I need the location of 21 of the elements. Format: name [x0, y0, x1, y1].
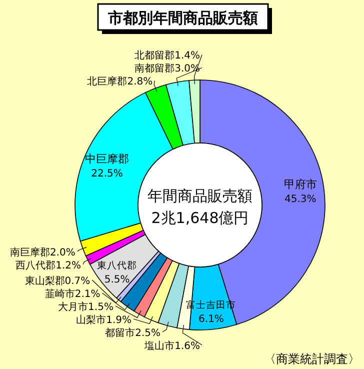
slice-label: 西八代郡1.2%	[16, 260, 81, 272]
slice-label: 山梨市1.9%	[76, 314, 132, 326]
data-label: 6.1%	[198, 314, 224, 325]
slice-label: 東八代郡	[97, 259, 138, 272]
data-label: 22.5%	[91, 168, 123, 180]
slice-label: 中巨摩郡	[85, 152, 130, 166]
slice-label: 東山梨郡0.7%	[24, 275, 90, 287]
text: 2兆1,648億円	[151, 209, 249, 227]
data-label: 5.5%	[104, 274, 130, 286]
slice-label: 北巨摩郡2.8%	[87, 76, 153, 88]
text: 〈商業統計調査〉	[264, 352, 360, 366]
slice-label: 北都留郡1.4%	[134, 50, 200, 62]
data-label: 45.3%	[284, 194, 316, 205]
slice-label: 塩山市1.6%	[144, 340, 200, 352]
slice-label: 都留市2.5%	[105, 327, 161, 339]
slice-label: 南巨摩郡2.0%	[10, 246, 76, 258]
text: 年間商品販売額	[148, 187, 252, 205]
slice-label: 大月市1.5%	[58, 301, 114, 313]
chart-title: 市都別年間商品販売額	[107, 9, 258, 27]
slice-label: 韮崎市2.1%	[44, 288, 100, 300]
slice-label: 甲府市	[284, 178, 317, 191]
